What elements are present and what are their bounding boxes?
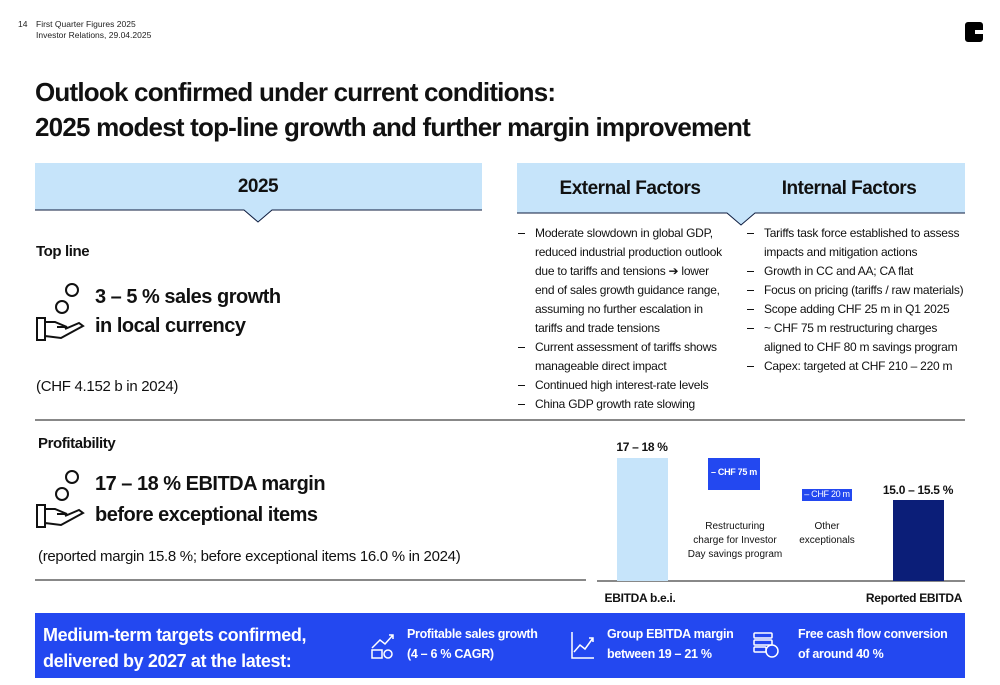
band-line — [517, 212, 965, 226]
bridge-bar — [802, 489, 852, 501]
icon-hand-coins — [36, 283, 85, 341]
footer-band — [35, 613, 965, 678]
target: Profitable sales growth (4 – 6 % CAGR) — [407, 624, 538, 664]
external-list: Moderate slowdown in global GDP, reduced… — [517, 224, 722, 414]
target: Group EBITDA margin between 19 – 21 % — [607, 624, 734, 664]
bullet-dash — [518, 233, 525, 234]
bullet-text: Capex: targeted at CHF 210 – 220 m — [764, 359, 953, 373]
bridge-value: 15.0 – 15.5 % — [882, 483, 954, 497]
bullet-dash — [747, 233, 754, 234]
bullet-text: Growth in CC and AA; CA flat — [764, 264, 914, 278]
icon-growth — [371, 634, 394, 659]
bullet-text: Current assessment of tariffs shows mana… — [535, 340, 717, 373]
target-detail: of around 40 % — [798, 647, 884, 661]
target-title: Group EBITDA margin — [607, 627, 734, 641]
icon-cash — [753, 632, 779, 658]
bridge-value: – CHF 20 m — [804, 489, 850, 499]
headline: in local currency — [95, 315, 246, 337]
bullet-text: Scope adding CHF 25 m in Q1 2025 — [764, 302, 950, 316]
bridge-bar — [617, 458, 668, 581]
bridge-step-label: Other exceptionals — [799, 520, 855, 548]
section-heading: 2025 — [237, 176, 279, 197]
section-heading: Internal Factors — [781, 178, 917, 199]
headline: 17 – 18 % EBITDA margin — [95, 473, 326, 495]
bullet-text: China GDP growth rate slowing — [535, 397, 695, 411]
bullet-text: Continued high interest-rate levels — [535, 378, 709, 392]
band — [517, 163, 965, 225]
band-line — [35, 209, 482, 223]
bullet-dash — [518, 404, 525, 405]
bullet-item: Focus on pricing (tariffs / raw material… — [746, 281, 971, 300]
bridge-value: 17 – 18 % — [616, 440, 668, 454]
headline: before exceptional items — [95, 504, 318, 526]
headline: 3 – 5 % sales growth — [95, 286, 281, 308]
note: (reported margin 15.8 %; before exceptio… — [38, 548, 461, 565]
label: Top line — [36, 243, 90, 260]
doc-subtitle: Investor Relations, 29.04.2025 — [36, 30, 152, 40]
footer-headline: delivered by 2027 at the latest: — [43, 651, 292, 671]
target-title: Free cash flow conversion — [798, 627, 948, 641]
bridge-value: – CHF 75 m — [710, 467, 758, 477]
bridge-axis-label: EBITDA b.e.i. — [604, 591, 676, 605]
slide-title: 2025 modest top-line growth and further … — [35, 112, 751, 142]
bridge-step-label: Restructuring charge for Investor Day sa… — [688, 520, 782, 562]
label-line: exceptionals — [799, 535, 855, 546]
bullet-dash — [518, 385, 525, 386]
bullet-item: Scope adding CHF 25 m in Q1 2025 — [746, 300, 971, 319]
bullet-item: Capex: targeted at CHF 210 – 220 m — [746, 357, 971, 376]
bullet-text: Moderate slowdown in global GDP, reduced… — [535, 226, 722, 335]
bridge-bar — [893, 500, 944, 581]
note: (CHF 4.152 b in 2024) — [36, 378, 179, 395]
target: Free cash flow conversion of around 40 % — [798, 624, 948, 664]
bullet-item: Growth in CC and AA; CA flat — [746, 262, 971, 281]
bullet-item: Tariffs task force established to assess… — [746, 224, 971, 262]
bullet-dash — [518, 347, 525, 348]
bridge-axis-label: Reported EBITDA — [865, 591, 963, 605]
target-detail: (4 – 6 % CAGR) — [407, 647, 494, 661]
bullet-item: China GDP growth rate slowing — [517, 395, 722, 414]
target-detail: between 19 – 21 % — [607, 647, 712, 661]
icon-hand-coins — [36, 470, 85, 528]
bullet-dash — [747, 271, 754, 272]
doc-title: First Quarter Figures 2025 — [36, 19, 136, 29]
bullet-dash — [747, 328, 754, 329]
label: Profitability — [38, 435, 116, 452]
label-line: Day savings program — [687, 549, 783, 560]
bullet-dash — [747, 366, 754, 367]
internal-list: Tariffs task force established to assess… — [746, 224, 971, 376]
bullet-dash — [747, 309, 754, 310]
bullet-item: ~ CHF 75 m restructuring charges aligned… — [746, 319, 971, 357]
label-line: Other — [814, 521, 840, 532]
section-heading: External Factors — [559, 178, 701, 199]
bullet-text: ~ CHF 75 m restructuring charges aligned… — [764, 321, 958, 354]
bullet-item: Moderate slowdown in global GDP, reduced… — [517, 224, 722, 338]
band — [35, 163, 482, 222]
bullet-text: Focus on pricing (tariffs / raw material… — [764, 283, 964, 297]
bridge-bar — [708, 458, 760, 490]
label-line: charge for Investor — [693, 535, 777, 546]
logo — [965, 22, 983, 42]
icon-chart — [571, 632, 594, 659]
slide-title: Outlook confirmed under current conditio… — [35, 77, 556, 107]
bullet-dash — [747, 290, 754, 291]
bullet-item: Continued high interest-rate levels — [517, 376, 722, 395]
bullet-text: Tariffs task force established to assess… — [764, 226, 960, 259]
target-title: Profitable sales growth — [407, 627, 538, 641]
footer-headline: Medium-term targets confirmed, — [43, 625, 307, 645]
page-number: 14 — [18, 19, 28, 29]
bullet-item: Current assessment of tariffs shows mana… — [517, 338, 722, 376]
label-line: Restructuring — [705, 521, 765, 532]
